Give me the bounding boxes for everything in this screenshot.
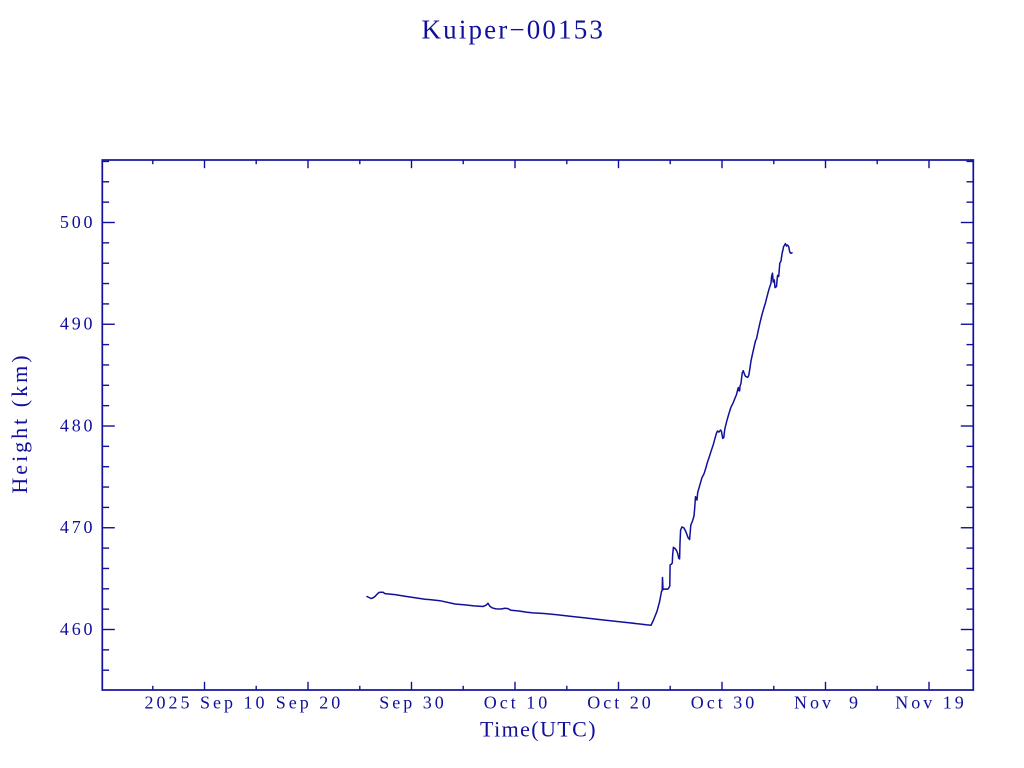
svg-text:Nov 9: Nov 9 <box>794 693 861 713</box>
svg-text:Time(UTC): Time(UTC) <box>480 717 597 742</box>
svg-text:Oct 10: Oct 10 <box>484 693 551 713</box>
svg-text:Sep 20: Sep 20 <box>276 693 344 713</box>
svg-text:500: 500 <box>60 212 95 232</box>
svg-text:470: 470 <box>60 517 95 537</box>
svg-text:Oct 30: Oct 30 <box>691 693 758 713</box>
svg-text:Oct 20: Oct 20 <box>587 693 654 713</box>
svg-text:Height (km): Height (km) <box>7 352 32 493</box>
svg-text:Sep 30: Sep 30 <box>379 693 447 713</box>
svg-text:480: 480 <box>60 415 95 435</box>
svg-text:2025 Sep 10: 2025 Sep 10 <box>145 693 268 713</box>
svg-text:460: 460 <box>60 619 95 639</box>
svg-text:490: 490 <box>60 314 95 334</box>
svg-text:Nov 19: Nov 19 <box>895 693 967 713</box>
svg-text:Kuiper−00153: Kuiper−00153 <box>422 15 606 45</box>
